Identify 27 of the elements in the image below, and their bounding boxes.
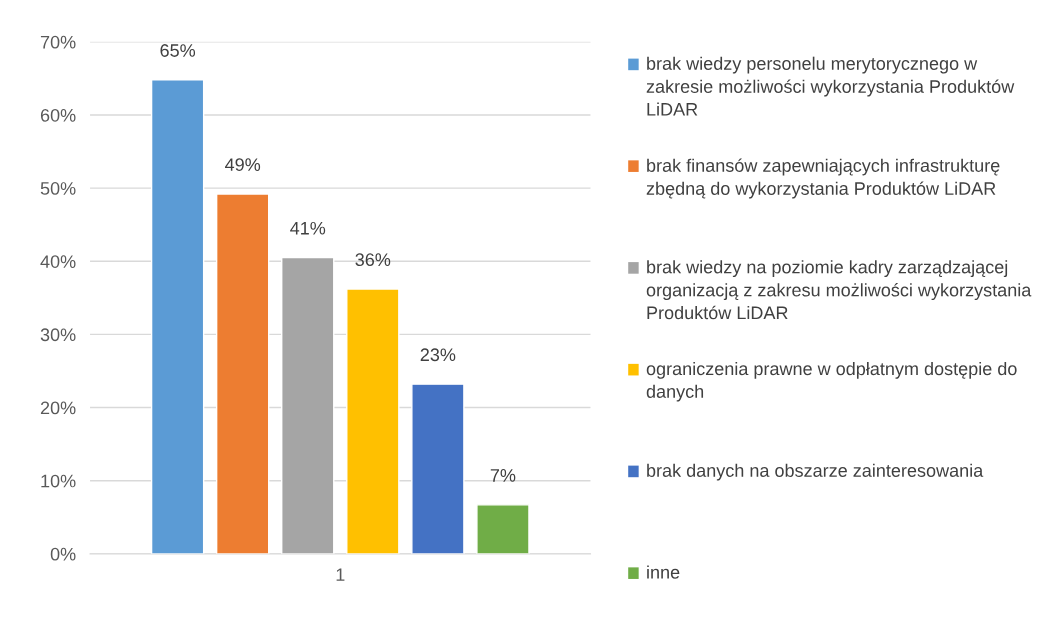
legend-label: brak wiedzy na poziomie kadry zarządzającej organizacją z zakresu możliwości wykorzystania Produktów LiDAR <box>646 260 1032 320</box>
legend-label: brak finansów zapewniających infrastrukturę zbędną do wykorzystania Produktów LiDAR <box>646 158 1000 199</box>
data-label: 7% <box>490 469 516 482</box>
bar <box>281 256 335 554</box>
bar <box>476 504 530 554</box>
y-tick-label: 70% <box>40 35 76 49</box>
legend-label: brak wiedzy personelu merytorycznego w zakresie możliwości wykorzystania Produktów LiDAR <box>646 56 1015 116</box>
legend-label: brak danych na obszarze zainteresowania <box>647 463 984 481</box>
data-label: 23% <box>420 348 456 362</box>
y-tick-label: 50% <box>40 182 76 195</box>
y-tick-label: 20% <box>40 401 76 415</box>
bar <box>215 193 270 554</box>
data-label: 36% <box>355 253 391 267</box>
x-tick-label: 1 <box>336 568 345 581</box>
bar <box>150 79 205 554</box>
y-tick-label: 10% <box>41 474 76 488</box>
y-tick-label: 40% <box>40 255 76 268</box>
legend-label: inne <box>647 565 680 579</box>
data-label: 65% <box>160 44 196 57</box>
bar <box>346 288 400 554</box>
data-label: 41% <box>290 221 326 235</box>
y-tick-label: 60% <box>40 108 76 122</box>
data-label: 49% <box>225 158 261 171</box>
bar <box>411 383 465 554</box>
y-tick-label: 0% <box>50 547 76 561</box>
legend-label: ograniczenia prawne w odpłatnym dostępie do danych <box>646 361 1017 402</box>
y-tick-label: 30% <box>40 328 76 342</box>
